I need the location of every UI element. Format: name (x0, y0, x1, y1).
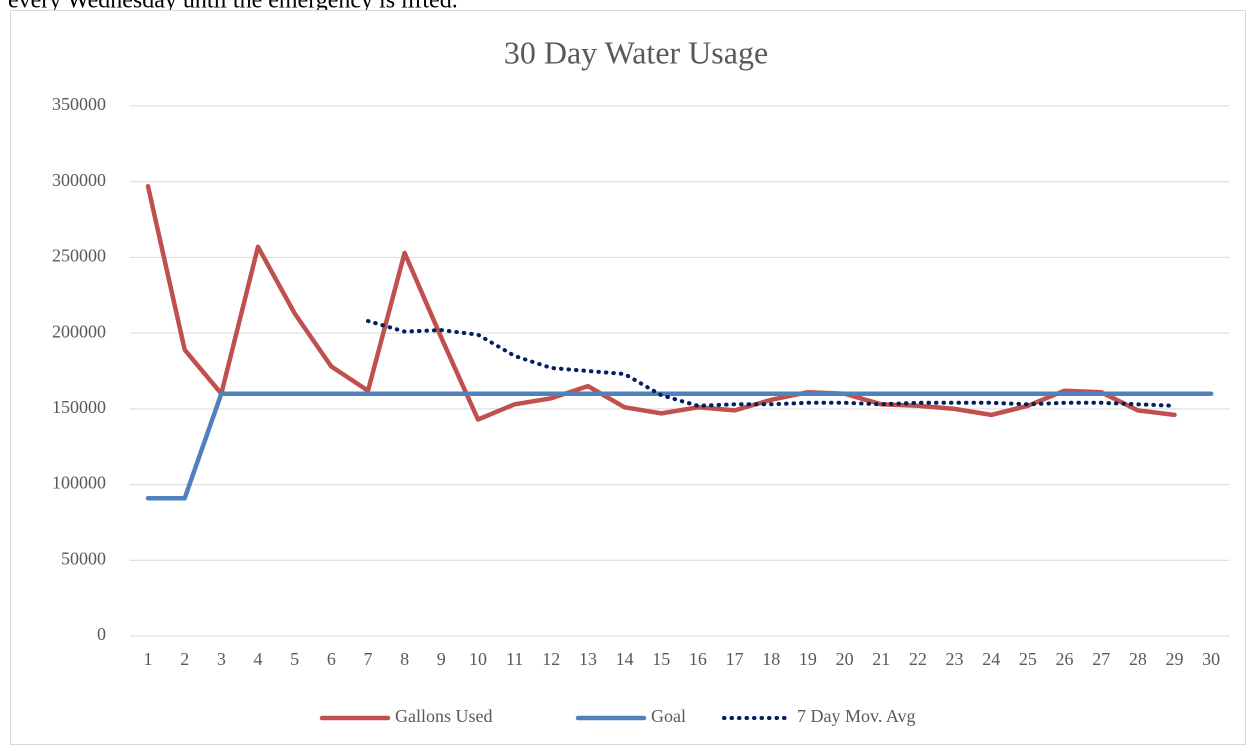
x-tick-label: 1 (144, 649, 153, 669)
x-tick-label: 17 (726, 649, 744, 669)
y-tick-label: 350000 (52, 94, 106, 114)
x-tick-label: 9 (437, 649, 446, 669)
x-tick-label: 27 (1092, 649, 1110, 669)
y-tick-label: 0 (97, 624, 106, 644)
x-tick-label: 18 (762, 649, 780, 669)
y-tick-label: 200000 (52, 321, 106, 341)
series-line (145, 391, 1214, 501)
y-tick-label: 300000 (52, 170, 106, 190)
x-tick-label: 12 (542, 649, 560, 669)
x-tick-label: 23 (946, 649, 964, 669)
x-tick-label: 29 (1166, 649, 1184, 669)
y-tick-label: 100000 (52, 473, 106, 493)
x-tick-label: 22 (909, 649, 927, 669)
x-tick-label: 8 (400, 649, 409, 669)
y-tick-label: 150000 (52, 397, 106, 417)
chart-title: 30 Day Water Usage (504, 34, 768, 70)
series-line (366, 319, 1177, 408)
x-tick-label: 4 (254, 649, 263, 669)
x-tick-label: 13 (579, 649, 597, 669)
x-tick-label: 26 (1056, 649, 1074, 669)
x-tick-label: 24 (982, 649, 1000, 669)
x-tick-label: 15 (652, 649, 670, 669)
x-tick-label: 10 (469, 649, 487, 669)
legend-label: Goal (651, 706, 686, 726)
x-tick-label: 19 (799, 649, 817, 669)
x-tick-label: 16 (689, 649, 707, 669)
x-tick-label: 2 (180, 649, 189, 669)
y-tick-label: 250000 (52, 246, 106, 266)
x-tick-label: 20 (836, 649, 854, 669)
x-tick-label: 14 (616, 649, 634, 669)
x-tick-label: 11 (506, 649, 523, 669)
x-tick-label: 3 (217, 649, 226, 669)
series-line (145, 184, 1177, 422)
x-tick-label: 7 (363, 649, 372, 669)
x-tick-label: 28 (1129, 649, 1147, 669)
x-tick-label: 21 (872, 649, 890, 669)
x-tick-label: 6 (327, 649, 336, 669)
x-tick-label: 5 (290, 649, 299, 669)
x-tick-label: 25 (1019, 649, 1037, 669)
y-tick-label: 50000 (61, 548, 106, 568)
legend-label: 7 Day Mov. Avg (797, 706, 916, 726)
legend-label: Gallons Used (395, 706, 493, 726)
x-tick-label: 30 (1202, 649, 1220, 669)
